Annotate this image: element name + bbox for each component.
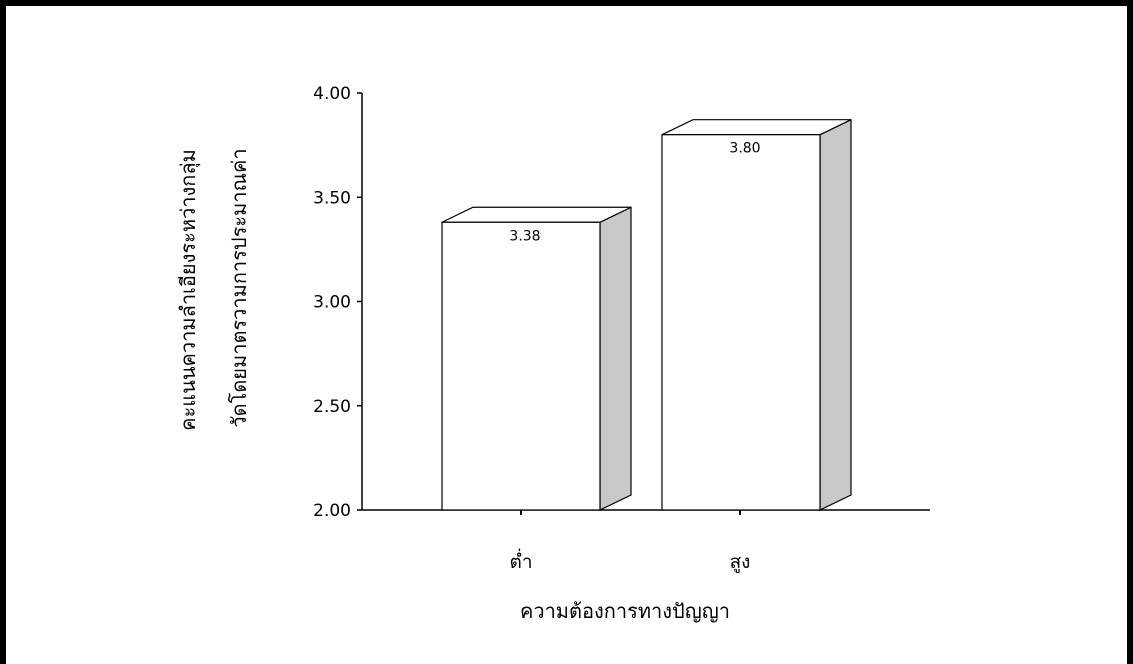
x-axis-title: ความต้องการทางปัญญา xyxy=(520,599,730,623)
y-tick-label: 4.00 xyxy=(313,84,351,104)
y-axis-title-line-2: วัดโดยมาตรวามการประมาณค่า xyxy=(227,148,251,427)
y-tick-label: 3.00 xyxy=(313,293,351,313)
labels: 2.00 2.50 3.00 3.50 4.00 3.38 3.80 ต่ำ สูง xyxy=(313,84,760,573)
y-tick-label: 3.50 xyxy=(313,188,351,208)
bar-top xyxy=(441,206,632,223)
y-axis-title-line-1: คะแนนความลำเอียงระหว่างกลุ่ม xyxy=(176,149,201,431)
bar-side xyxy=(819,118,852,511)
bars xyxy=(441,118,852,511)
data-label: 3.80 xyxy=(729,141,760,157)
bar xyxy=(661,134,821,511)
bar-top xyxy=(661,119,852,136)
x-tick-label: สูง xyxy=(730,551,751,573)
bar xyxy=(441,221,601,511)
bar-group xyxy=(661,118,852,511)
bar-group xyxy=(441,206,632,511)
x-tick-label: ต่ำ xyxy=(509,548,532,573)
data-label: 3.38 xyxy=(509,228,540,244)
y-tick-label: 2.50 xyxy=(313,397,351,417)
bar-side xyxy=(599,206,632,511)
y-tick-label: 2.00 xyxy=(313,501,351,521)
